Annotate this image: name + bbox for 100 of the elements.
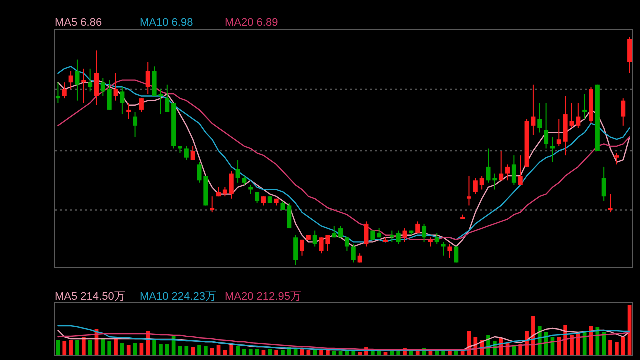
bar [532,316,536,355]
candlestick [499,150,504,182]
bar [56,340,60,355]
bar [210,348,214,355]
candlestick [210,196,215,214]
candlestick [139,98,144,113]
bar [82,338,86,355]
candlestick [88,68,93,92]
candlestick [94,50,99,106]
bar [576,334,580,355]
candlestick [448,244,452,259]
candlestick [480,176,484,190]
candlestick [236,160,240,184]
candlestick [114,72,118,102]
bar [198,345,202,355]
bar [62,341,67,355]
bar [69,340,73,355]
candlestick [344,237,350,252]
candlestick [68,70,74,90]
candlestick [280,200,286,211]
candlestick [287,202,292,230]
bar [223,350,228,355]
bar [313,350,318,355]
text: MA10 224.23万 [140,291,216,303]
bar [294,349,298,355]
bar [165,344,170,355]
candlestick [434,232,440,245]
text: MA5 6.86 [55,17,102,29]
candlestick [312,230,318,248]
bar [306,350,311,355]
bar [114,339,118,355]
candlestick [184,146,189,161]
candlestick [602,166,606,202]
bar [152,340,156,355]
candlestick [165,84,170,113]
candlestick [506,164,510,182]
bar [236,346,240,355]
candlestick [512,155,516,186]
bar [126,346,131,355]
candlestick [473,178,478,195]
candlestick [229,171,234,200]
bar [370,352,375,355]
bar [281,350,285,355]
candlestick [120,86,125,116]
candlestick [556,118,562,147]
bar [248,350,253,355]
bar [76,340,80,355]
bar [570,336,574,355]
bar [332,352,336,355]
candlestick [107,80,112,110]
bar [602,332,606,355]
bar [557,337,562,355]
bar [159,344,163,355]
bar [320,350,324,355]
candlestick [608,194,613,214]
candlestick [351,244,356,264]
candlestick [518,155,523,186]
bar [242,349,246,355]
candlestick [422,223,427,243]
candlestick [538,102,542,134]
candlestick [628,36,632,74]
bar [268,350,272,355]
bar [377,352,382,355]
candlestick [261,196,266,206]
bar [146,332,150,355]
bar [184,346,189,355]
candlestick [621,98,626,126]
bar [608,340,612,355]
candlestick [294,234,298,266]
text: MA20 212.95万 [225,291,302,303]
candlestick [364,221,369,248]
bar [140,343,144,355]
bar [88,340,92,355]
candlestick [100,78,106,97]
bar [216,346,221,355]
bar [442,352,446,355]
bar [352,352,356,355]
bar [204,346,208,355]
bar [120,343,124,355]
bar [178,346,182,355]
bar [338,352,343,355]
candlestick [300,239,305,256]
candlestick [62,82,67,100]
bar [518,344,523,355]
bar [191,347,196,355]
candlestick [242,176,247,186]
bar [255,349,260,355]
candlestick [396,230,401,245]
candlestick [441,242,446,256]
bar [326,350,330,355]
bar [133,343,138,355]
candlestick [133,112,138,138]
text: MA20 6.89 [225,17,278,29]
text: MA5 214.50万 [55,291,126,303]
candlestick [75,59,80,102]
candlestick [222,186,228,198]
bar [621,337,626,355]
candlestick [255,192,260,204]
candlestick [248,184,254,195]
text: MA10 6.98 [140,17,194,29]
